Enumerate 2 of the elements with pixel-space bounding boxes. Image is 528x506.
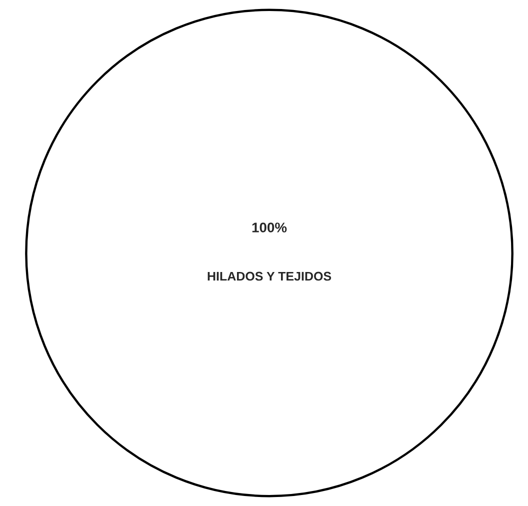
data-label: 100% <box>252 222 287 232</box>
slice-label: HILADOS Y TEJIDOS <box>208 272 332 281</box>
